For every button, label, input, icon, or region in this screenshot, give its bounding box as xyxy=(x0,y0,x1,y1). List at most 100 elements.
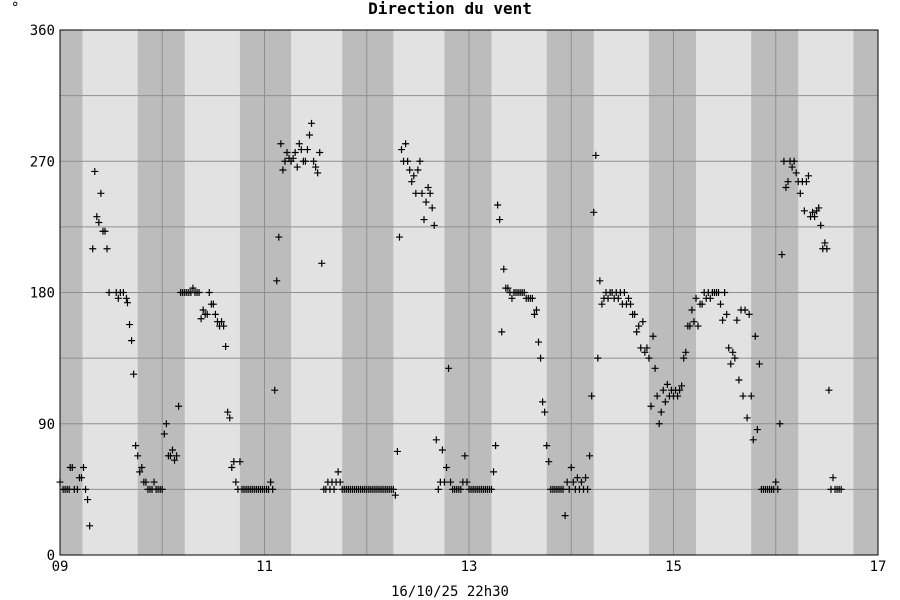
data-point xyxy=(138,464,146,471)
x-axis-ticks: 09 11 13 15 17 xyxy=(52,559,887,575)
data-point xyxy=(741,306,749,314)
data-point xyxy=(123,299,131,307)
data-point xyxy=(782,184,790,191)
data-point xyxy=(209,300,217,308)
data-point xyxy=(500,265,508,273)
data-point xyxy=(232,478,240,486)
data-point xyxy=(189,284,197,292)
data-point xyxy=(641,348,649,356)
data-point xyxy=(310,157,318,165)
data-point xyxy=(279,166,287,174)
data-point xyxy=(89,245,97,253)
data-point xyxy=(445,364,453,372)
data-point xyxy=(520,289,528,296)
data-point xyxy=(391,491,399,499)
data-point xyxy=(804,172,812,180)
data-point xyxy=(199,306,207,314)
x-tick-label: 13 xyxy=(461,559,478,575)
data-point xyxy=(823,245,831,253)
data-point xyxy=(236,458,244,466)
data-point xyxy=(289,154,297,162)
data-point xyxy=(676,386,684,394)
data-point xyxy=(105,289,113,296)
data-point xyxy=(653,392,661,400)
data-point xyxy=(297,146,305,154)
data-point xyxy=(461,452,469,460)
data-point xyxy=(528,294,536,302)
data-point xyxy=(195,289,203,296)
y-tick-label: 180 xyxy=(30,286,55,302)
data-point xyxy=(631,310,639,318)
data-point xyxy=(130,370,138,378)
data-point xyxy=(800,207,808,215)
data-point xyxy=(545,458,553,466)
data-point xyxy=(594,354,602,362)
data-point xyxy=(649,332,657,340)
data-point xyxy=(537,354,545,362)
data-point xyxy=(637,344,645,352)
data-point xyxy=(205,289,213,296)
y-tick-label: 90 xyxy=(38,417,55,433)
data-point xyxy=(82,485,90,493)
data-point xyxy=(727,360,735,368)
data-point xyxy=(395,233,403,241)
data-point xyxy=(639,318,647,326)
data-point xyxy=(494,201,502,209)
data-point xyxy=(318,259,326,267)
data-point xyxy=(119,289,127,296)
data-point xyxy=(197,315,205,323)
data-point xyxy=(565,485,573,493)
data-point xyxy=(778,251,786,259)
data-point xyxy=(101,227,109,235)
data-point xyxy=(588,392,596,400)
data-point xyxy=(561,512,569,520)
data-point xyxy=(731,354,739,362)
data-point xyxy=(532,306,540,314)
data-point xyxy=(440,478,448,486)
data-point xyxy=(661,398,669,406)
data-point xyxy=(837,485,845,493)
data-point xyxy=(745,310,753,318)
data-point xyxy=(142,478,150,486)
data-point xyxy=(809,208,817,216)
data-point xyxy=(743,414,751,422)
data-point xyxy=(498,328,506,336)
data-point xyxy=(434,485,442,493)
data-point xyxy=(277,140,285,148)
data-point xyxy=(91,167,99,175)
y-tick-label: 0 xyxy=(47,548,55,564)
data-point xyxy=(430,221,438,229)
data-point xyxy=(492,442,500,450)
data-point xyxy=(77,474,85,482)
data-point xyxy=(706,294,714,302)
data-point xyxy=(747,392,755,400)
data-point xyxy=(303,146,311,154)
data-point xyxy=(780,157,788,165)
data-point xyxy=(414,166,422,174)
data-point xyxy=(586,452,594,460)
data-point xyxy=(663,380,671,388)
data-point xyxy=(402,140,410,148)
unit-label: ° xyxy=(11,0,19,16)
data-point xyxy=(772,478,780,486)
data-point xyxy=(220,322,228,330)
data-point xyxy=(559,485,567,493)
data-point xyxy=(218,318,226,326)
data-point xyxy=(281,157,289,165)
data-point xyxy=(821,239,829,247)
data-point xyxy=(301,157,309,165)
data-point xyxy=(647,402,655,410)
data-point xyxy=(203,310,211,318)
data-point xyxy=(490,468,498,476)
data-point xyxy=(569,478,577,486)
data-point xyxy=(136,468,144,476)
data-point xyxy=(590,208,598,216)
data-point xyxy=(735,376,743,384)
data-point xyxy=(633,328,641,336)
data-point xyxy=(73,485,81,493)
x-tick-label: 15 xyxy=(665,559,682,575)
data-point xyxy=(530,310,538,318)
data-point xyxy=(158,485,166,493)
data-point xyxy=(86,522,94,530)
